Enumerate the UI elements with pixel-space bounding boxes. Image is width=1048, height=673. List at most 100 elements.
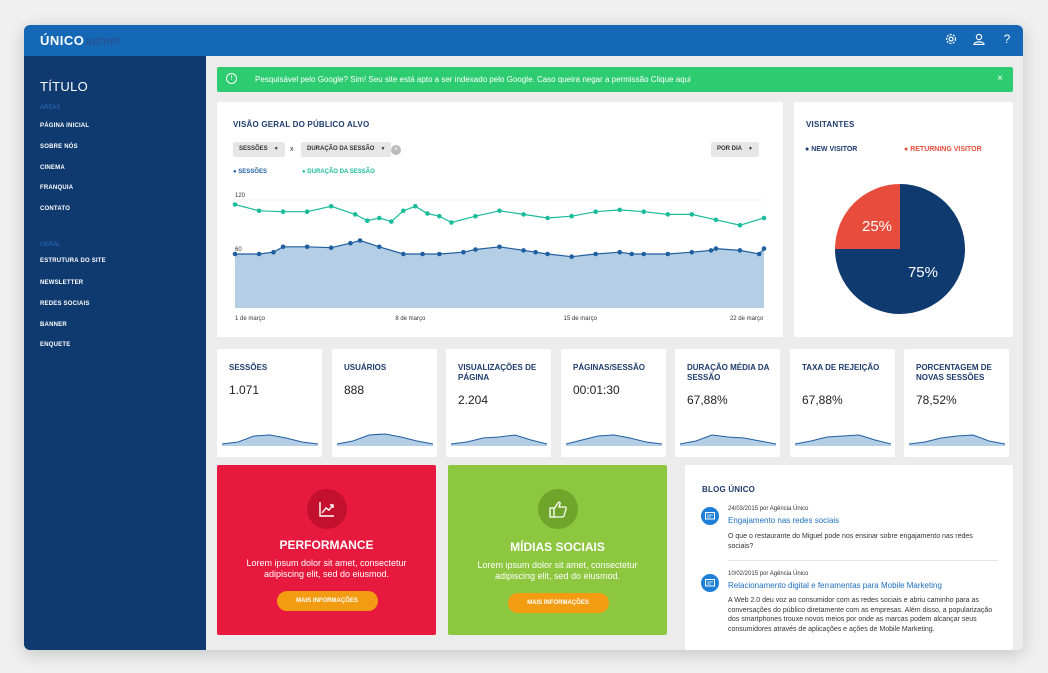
duration-point — [328, 204, 334, 209]
metric2-select[interactable]: DURAÇÃO DA SESSÃO ▼ — [301, 142, 392, 157]
sparkline — [566, 434, 662, 446]
sessions-point — [473, 247, 478, 252]
promo-performance-desc: Lorem ipsum dolor sit amet, consectetur … — [246, 558, 407, 579]
metric2-label: DURAÇÃO DA SESSÃO — [307, 146, 375, 152]
stat-card: PORCENTAGEM DE NOVAS SESSÕES 78,52% — [904, 349, 1009, 457]
sidebar-item-cinema[interactable]: CINEMA — [40, 165, 65, 171]
duration-point — [352, 212, 358, 217]
metric1-label: SESSÕES — [239, 146, 268, 152]
legend-sessions-label: SESSÕES — [238, 169, 267, 175]
sidebar: TÍTULO ÁREAS PÁGINA INICIAL SOBRE NÓS CI… — [24, 56, 206, 650]
sessions-point — [401, 251, 406, 257]
sparkline — [795, 434, 891, 446]
help-icon[interactable]: ? — [1003, 32, 1011, 46]
duration-point — [280, 209, 286, 214]
x-tick-label: 15 de março — [564, 316, 598, 322]
stat-card: DURAÇÃO MÉDIA DA SESSÃO 67,88% — [675, 349, 780, 457]
pie-label-new-visitor: 75% — [908, 264, 938, 281]
stat-card: TAXA DE REJEIÇÃO 67,88% — [790, 349, 895, 457]
promo-social-title: MÍDIAS SOCIAIS — [510, 540, 605, 554]
sessions-point — [593, 251, 598, 257]
pie-slice-returning-visitor — [835, 184, 900, 249]
sessions-point — [545, 251, 550, 257]
google-alert: ! Pesquisável pelo Google? Sim! Seu site… — [217, 67, 1013, 92]
duration-point — [737, 222, 743, 228]
metric1-select[interactable]: SESSÕES ▼ — [233, 142, 285, 157]
stat-label: SESSÕES — [229, 363, 268, 372]
stat-card: USUÁRIOS 888 — [332, 349, 437, 457]
blog-post-desc: A Web 2.0 deu voz ao consumidor com as r… — [728, 597, 993, 633]
duration-point — [413, 204, 418, 209]
legend-new-visitor: ● NEW VISITOR — [805, 146, 858, 153]
remove-metric-icon[interactable]: × — [391, 145, 401, 155]
message-icon — [701, 507, 719, 525]
duration-line — [234, 203, 765, 226]
blog-card: BLOG ÚNICO 24/03/2015 por Agência Único … — [685, 465, 1013, 650]
performance-more-button[interactable]: MAIS INFORMAÇÕES — [276, 591, 378, 611]
gear-icon[interactable] — [945, 32, 957, 46]
blog-title: BLOG ÚNICO — [702, 485, 756, 494]
logo-suffix: admin — [85, 34, 121, 48]
sessions-point — [376, 244, 382, 250]
overview-title: VISÃO GERAL DO PÚBLICO ALVO — [233, 120, 370, 129]
stat-label: PORCENTAGEM DE NOVAS SESSÕES — [916, 363, 992, 382]
duration-point — [256, 208, 262, 214]
sessions-point — [708, 248, 714, 253]
stat-value: 1.071 — [229, 383, 260, 397]
sidebar-item-franquia[interactable]: FRANQUIA — [40, 185, 74, 191]
duration-point — [388, 219, 394, 224]
thumbs-up-icon — [537, 489, 578, 529]
stat-value: 2.204 — [458, 393, 489, 407]
blog-post-title[interactable]: Relacionamento digital e ferramentas par… — [728, 581, 942, 590]
duration-point — [689, 212, 695, 217]
duration-point — [713, 217, 719, 223]
sidebar-section-geral: GERAL — [40, 242, 61, 248]
stat-card: SESSÕES 1.071 — [217, 349, 322, 457]
period-select[interactable]: POR DIA ▼ — [711, 142, 759, 157]
versus-label: x — [290, 146, 294, 153]
stat-value: 67,88% — [687, 393, 728, 407]
stat-label: VISUALIZAÇÕES DE PÁGINA — [458, 363, 537, 382]
sidebar-item-newsletter[interactable]: NEWSLETTER — [40, 280, 84, 286]
sessions-point — [761, 246, 767, 251]
stat-label: PÁGINAS/SESSÃO — [573, 363, 646, 372]
sessions-point — [629, 251, 635, 257]
promo-performance: PERFORMANCE Lorem ipsum dolor sit amet, … — [217, 465, 436, 635]
duration-point — [593, 209, 598, 214]
duration-point — [641, 209, 647, 214]
blog-post-title[interactable]: Engajamento nas redes sociais — [728, 516, 840, 525]
sidebar-item-banner[interactable]: BANNER — [40, 322, 67, 328]
close-icon[interactable]: × — [997, 73, 1003, 84]
sessions-point — [461, 249, 466, 255]
sidebar-item-pagina-inicial[interactable]: PÁGINA INICIAL — [40, 123, 90, 129]
duration-point — [569, 213, 574, 219]
trend-chart-icon — [306, 489, 347, 529]
promo-performance-title: PERFORMANCE — [279, 538, 374, 552]
logo[interactable]: ÚNICOadmin — [40, 33, 121, 48]
sparkline — [222, 434, 318, 446]
user-icon[interactable] — [973, 32, 985, 46]
sessions-point — [328, 245, 334, 250]
sparkline — [451, 434, 547, 446]
sessions-point — [348, 240, 353, 246]
alert-message[interactable]: Pesquisável pelo Google? Sim! Seu site e… — [255, 75, 691, 84]
sessions-point — [521, 248, 526, 253]
period-label: POR DIA — [717, 146, 743, 152]
sessions-point — [232, 251, 238, 257]
duration-point — [376, 215, 382, 221]
stat-label: TAXA DE REJEIÇÃO — [802, 363, 880, 372]
sidebar-item-estrutura-do-site[interactable]: ESTRUTURA DO SITE — [40, 258, 106, 264]
stat-value: 78,52% — [916, 393, 957, 407]
promo-social: MÍDIAS SOCIAIS Lorem ipsum dolor sit ame… — [448, 465, 667, 635]
sessions-point — [689, 249, 695, 255]
sidebar-item-enquete[interactable]: ENQUETE — [40, 342, 71, 348]
sidebar-item-sobre-nos[interactable]: SOBRE NÓS — [40, 144, 78, 150]
caret-down-icon: ▼ — [273, 146, 279, 152]
sessions-area — [235, 240, 764, 308]
sidebar-item-contato[interactable]: CONTATO — [40, 206, 71, 212]
social-more-button[interactable]: MAIS INFORMAÇÕES — [507, 593, 609, 613]
duration-point — [425, 211, 430, 216]
stat-card: PÁGINAS/SESSÃO 00:01:30 — [561, 349, 666, 457]
duration-point — [401, 208, 406, 214]
sidebar-item-redes-sociais[interactable]: REDES SOCIAIS — [40, 301, 90, 307]
